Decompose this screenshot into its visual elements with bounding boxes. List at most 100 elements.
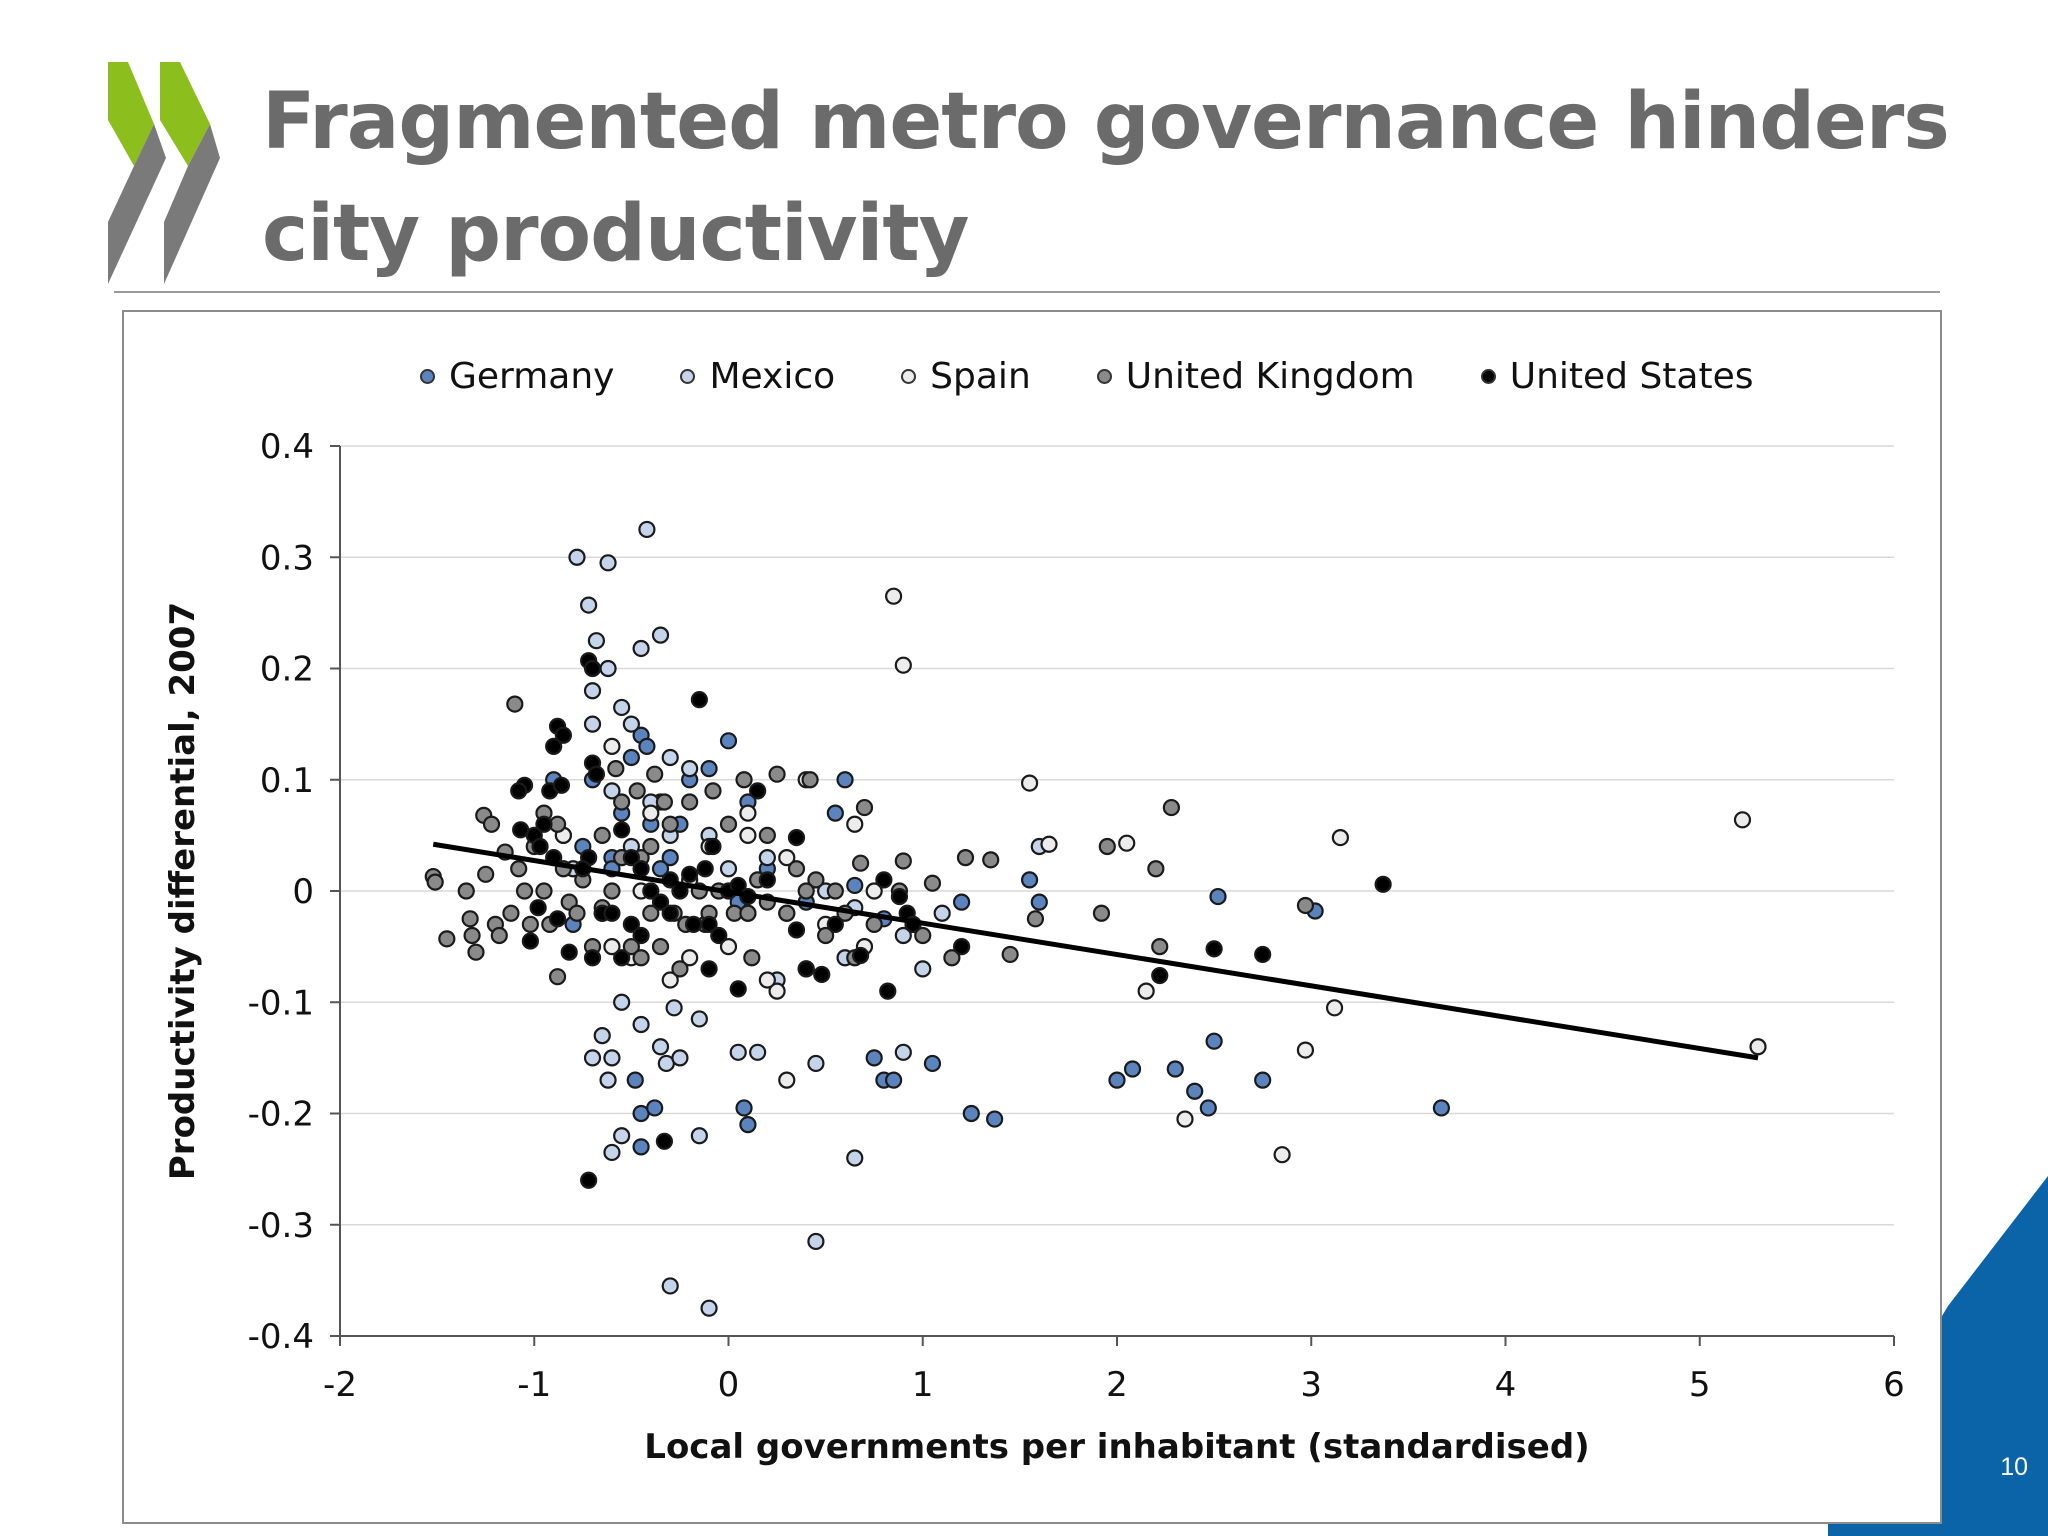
point-united-states [681,865,699,883]
point-germany [962,1104,980,1123]
point-united-kingdom [628,782,646,800]
point-united-kingdom [607,760,625,778]
point-united-states [535,815,553,833]
point-spain [719,938,738,956]
point-united-states [1254,945,1272,964]
point-united-states [613,949,631,967]
point-united-states [696,860,714,878]
point-united-states [521,932,539,950]
x-tick-label: -1 [517,1365,551,1405]
point-mexico [807,1054,825,1073]
legend-swatch-united-states [1480,368,1496,384]
y-tick-label: 0 [292,872,314,912]
point-united-states [510,782,528,800]
point-united-kingdom [603,882,621,900]
point-united-kingdom [1162,798,1180,817]
point-mexico [583,1049,602,1067]
point-united-states [875,871,893,889]
point-united-kingdom [865,915,883,933]
legend-item-united-kingdom: United Kingdom [1096,356,1415,397]
point-germany [1199,1099,1217,1117]
point-united-states [700,960,718,978]
point-germany [739,1116,757,1134]
point-united-states [583,659,602,678]
point-united-kingdom [1147,860,1165,878]
point-germany [1254,1071,1272,1089]
point-germany [826,804,844,822]
point-mexico [587,632,606,650]
point-united-kingdom [681,793,699,811]
point-united-states [758,871,776,889]
point-united-states [1151,966,1169,985]
point-spain [885,587,903,605]
point-mexico [599,659,617,678]
point-united-states [603,904,621,922]
point-united-kingdom [632,949,650,967]
point-united-states [826,915,844,933]
y-tick-label: 0.4 [260,427,314,467]
point-united-kingdom [477,865,495,883]
point-mexico [665,999,683,1017]
legend-item-mexico: Mexico [680,356,835,397]
point-united-kingdom [1026,910,1045,928]
point-mexico [583,715,602,733]
point-spain [603,938,621,956]
point-united-kingdom [506,695,524,713]
point-united-kingdom [923,874,942,892]
legend-item-spain: Spain [901,356,1031,397]
point-spain [778,1071,796,1089]
point-spain [681,949,699,967]
point-germany [1020,871,1039,889]
point-united-kingdom [642,904,660,922]
point-mexico [599,1071,617,1089]
point-mexico [661,748,679,767]
point-united-states [512,821,530,839]
point-united-states [554,726,572,744]
point-united-kingdom [655,793,673,811]
point-mexico [613,698,631,717]
point-united-kingdom [622,938,640,956]
point-spain [1176,1110,1194,1128]
point-germany [661,849,679,867]
legend-item-united-states: United States [1480,356,1754,397]
point-mexico [603,1143,621,1162]
point-united-states [552,776,571,794]
point-united-kingdom [914,926,932,945]
point-united-kingdom [438,930,456,948]
point-mexico [690,1127,708,1145]
point-united-kingdom [593,826,611,844]
point-united-states [851,946,870,965]
point-united-states [684,915,703,933]
point-spain [1020,774,1039,792]
point-united-kingdom [797,882,815,900]
point-germany [1205,1032,1223,1050]
point-spain [1325,999,1344,1017]
x-tick-label: 5 [1689,1365,1711,1405]
point-united-states [879,982,897,1000]
point-spain [1118,834,1136,852]
point-united-kingdom [735,771,753,789]
point-united-kingdom [568,904,586,922]
point-united-states [651,893,670,911]
point-mexico [661,1277,679,1295]
point-mexico [599,554,617,572]
point-united-kingdom [1098,837,1116,856]
point-united-states [749,782,767,800]
point-mexico [603,782,621,800]
point-germany [651,860,670,878]
point-spain [603,737,621,755]
point-germany [885,1071,903,1089]
point-united-states [813,965,831,984]
point-spain [758,971,776,989]
point-united-kingdom [855,798,874,817]
legend-label-mexico: Mexico [709,355,836,397]
point-mexico [671,1049,689,1067]
point-united-states [690,691,708,709]
point-united-states [661,904,679,922]
point-germany [622,748,640,767]
point-united-kingdom [982,851,1000,869]
point-spain [1040,835,1058,853]
point-united-kingdom [651,938,670,956]
point-mexico [622,715,640,733]
point-united-kingdom [510,860,528,878]
